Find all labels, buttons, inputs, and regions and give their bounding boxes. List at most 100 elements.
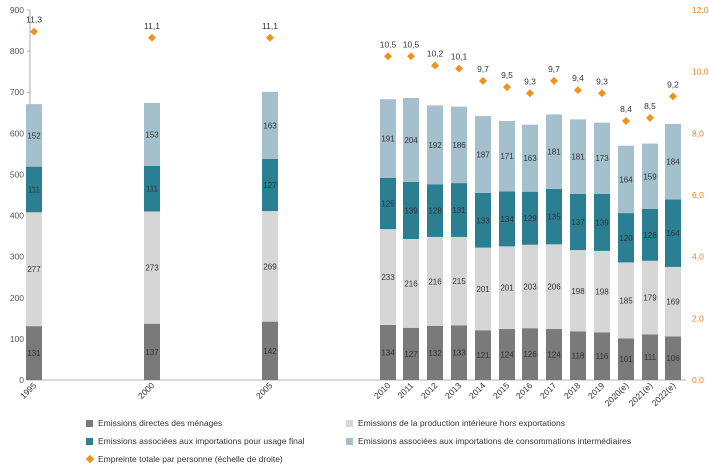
- y2-tick-label: 8,0: [692, 128, 704, 138]
- x-tick-label: 2017: [538, 380, 559, 401]
- data-label: 269: [263, 262, 277, 271]
- legend-label-empreinte: Empreinte totale par personne (échelle d…: [98, 454, 283, 464]
- legend-label-import-final: Emissions associées aux importations pou…: [98, 436, 305, 446]
- bar-segment: [665, 199, 681, 267]
- data-label: 164: [619, 175, 633, 184]
- bar-segment: [144, 211, 160, 324]
- legend-item-menages: Emissions directes des ménages: [86, 418, 222, 428]
- point-label: 9,7: [548, 64, 560, 74]
- bar-segment: [665, 336, 681, 380]
- bar-segment: [522, 191, 538, 245]
- point-marker: [479, 76, 487, 85]
- y-tick-label: 0: [19, 375, 24, 385]
- bar-segment: [570, 193, 586, 251]
- point-label: 9,3: [596, 76, 608, 86]
- bar-segment: [594, 332, 610, 380]
- data-label: 139: [404, 206, 418, 215]
- data-label: 135: [547, 213, 561, 222]
- data-label: 173: [595, 154, 609, 163]
- data-label: 159: [643, 172, 657, 181]
- bar-segment: [403, 327, 419, 380]
- legend-swatch-menages: [86, 419, 93, 427]
- x-tick-label: 2013: [443, 380, 464, 401]
- bar-segment: [570, 331, 586, 380]
- bar-segment: [427, 325, 443, 380]
- data-label: 206: [547, 283, 561, 292]
- bar-segment: [451, 325, 467, 380]
- data-label: 216: [428, 277, 442, 286]
- legend-item-empreinte: Empreinte totale par personne (échelle d…: [85, 454, 283, 464]
- y2-tick-label: 6,0: [692, 190, 704, 200]
- data-label: 101: [619, 355, 633, 364]
- bar-segment: [499, 246, 515, 330]
- data-label: 137: [145, 348, 159, 357]
- point-marker: [669, 92, 677, 101]
- x-tick-label: 2019: [586, 380, 607, 401]
- data-label: 116: [596, 352, 609, 361]
- data-label: 127: [404, 350, 418, 359]
- bar-segment: [144, 102, 160, 166]
- data-label: 181: [571, 153, 585, 162]
- bar-segment: [499, 121, 515, 192]
- data-label: 120: [619, 234, 633, 243]
- x-tick-label: 2015: [491, 380, 512, 401]
- y-tick-label: 700: [10, 87, 24, 97]
- data-label: 204: [404, 136, 418, 145]
- data-label: 179: [643, 294, 657, 303]
- data-label: 192: [428, 141, 442, 150]
- bar-segment: [26, 104, 42, 167]
- bar-segment: [618, 213, 634, 263]
- point-label: 9,4: [572, 73, 584, 83]
- x-tick-label: 2012: [419, 380, 440, 401]
- bar-segment: [642, 208, 658, 261]
- bar-segment: [403, 181, 419, 239]
- data-label: 163: [263, 121, 277, 130]
- bar-segment: [618, 262, 634, 339]
- y-tick-label: 500: [10, 169, 24, 179]
- bar-segment: [451, 183, 467, 237]
- y-tick-label: 800: [10, 46, 24, 56]
- point-marker: [30, 27, 38, 36]
- data-label: 125: [381, 199, 395, 208]
- bar-segment: [618, 338, 634, 380]
- y-tick-label: 600: [10, 128, 24, 138]
- y-tick-label: 200: [10, 293, 24, 303]
- bar-segment: [26, 326, 42, 380]
- y2-tick-label: 4,0: [692, 252, 704, 262]
- data-label: 187: [476, 151, 490, 160]
- data-label: 201: [476, 285, 490, 294]
- point-label: 8,5: [644, 101, 656, 111]
- y2-tick-label: 0,0: [692, 375, 704, 385]
- y2-tick-label: 10,0: [692, 67, 709, 77]
- point-marker: [407, 52, 415, 61]
- bar-segment: [144, 323, 160, 380]
- point-label: 11,3: [26, 15, 42, 25]
- x-tick-label: 2010: [372, 380, 393, 401]
- y2-tick-label: 12,0: [692, 5, 709, 15]
- bar-segment: [642, 334, 658, 380]
- legend-label-menages: Emissions directes des ménages: [98, 418, 223, 428]
- bar-segment: [665, 123, 681, 200]
- legend-item-production: Emissions de la production intérieure ho…: [346, 418, 565, 428]
- point-label: 10,5: [403, 39, 420, 49]
- x-tick-label: 2011: [395, 380, 415, 400]
- bar-segment: [451, 236, 467, 326]
- data-label: 124: [547, 351, 561, 360]
- point-marker: [646, 113, 654, 122]
- data-label: 139: [595, 218, 609, 227]
- y-tick-label: 400: [10, 211, 24, 221]
- data-label: 133: [476, 216, 490, 225]
- point-marker: [526, 89, 534, 98]
- bar-segment: [642, 260, 658, 335]
- axes: 0 100 200 300 400 500 600 700 800 900 0,0 2,0 4,0 6,0…: [10, 5, 709, 408]
- x-tick-label: 2021(e): [627, 380, 655, 408]
- legend-swatch-production: [346, 419, 353, 427]
- data-label: 142: [263, 347, 277, 356]
- point-marker: [598, 89, 606, 98]
- point-label: 11,1: [262, 21, 278, 31]
- bar-segment: [522, 244, 538, 329]
- legend-item-import-intermediaire: Emissions associées aux importations de …: [346, 436, 631, 446]
- data-label: 134: [500, 215, 514, 224]
- bar-segment: [546, 114, 562, 189]
- data-label: 233: [381, 273, 395, 282]
